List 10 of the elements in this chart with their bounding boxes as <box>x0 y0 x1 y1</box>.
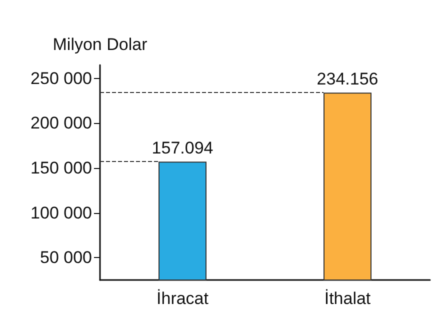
y-axis-title: Milyon Dolar <box>52 35 148 54</box>
data-label: 234.156 <box>316 70 378 89</box>
y-tick-label: 250 000 <box>30 68 92 88</box>
data-label: 157.094 <box>152 138 214 158</box>
x-tick-label: İhracat <box>156 289 209 308</box>
y-tick-label: 150 000 <box>30 158 92 178</box>
y-tick-label: 50 000 <box>40 248 92 268</box>
y-tick-label: 200 000 <box>30 114 92 133</box>
y-tick-label: 100 000 <box>30 203 92 222</box>
x-tick-label: İthalat <box>324 289 371 308</box>
